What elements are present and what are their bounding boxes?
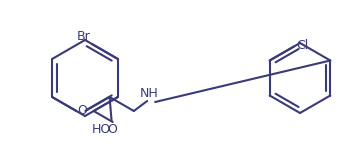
Text: O: O	[108, 123, 118, 136]
Text: Cl: Cl	[296, 39, 308, 52]
Text: HO: HO	[91, 123, 111, 136]
Text: NH: NH	[140, 87, 159, 100]
Text: Br: Br	[77, 30, 91, 43]
Text: O: O	[77, 105, 87, 117]
